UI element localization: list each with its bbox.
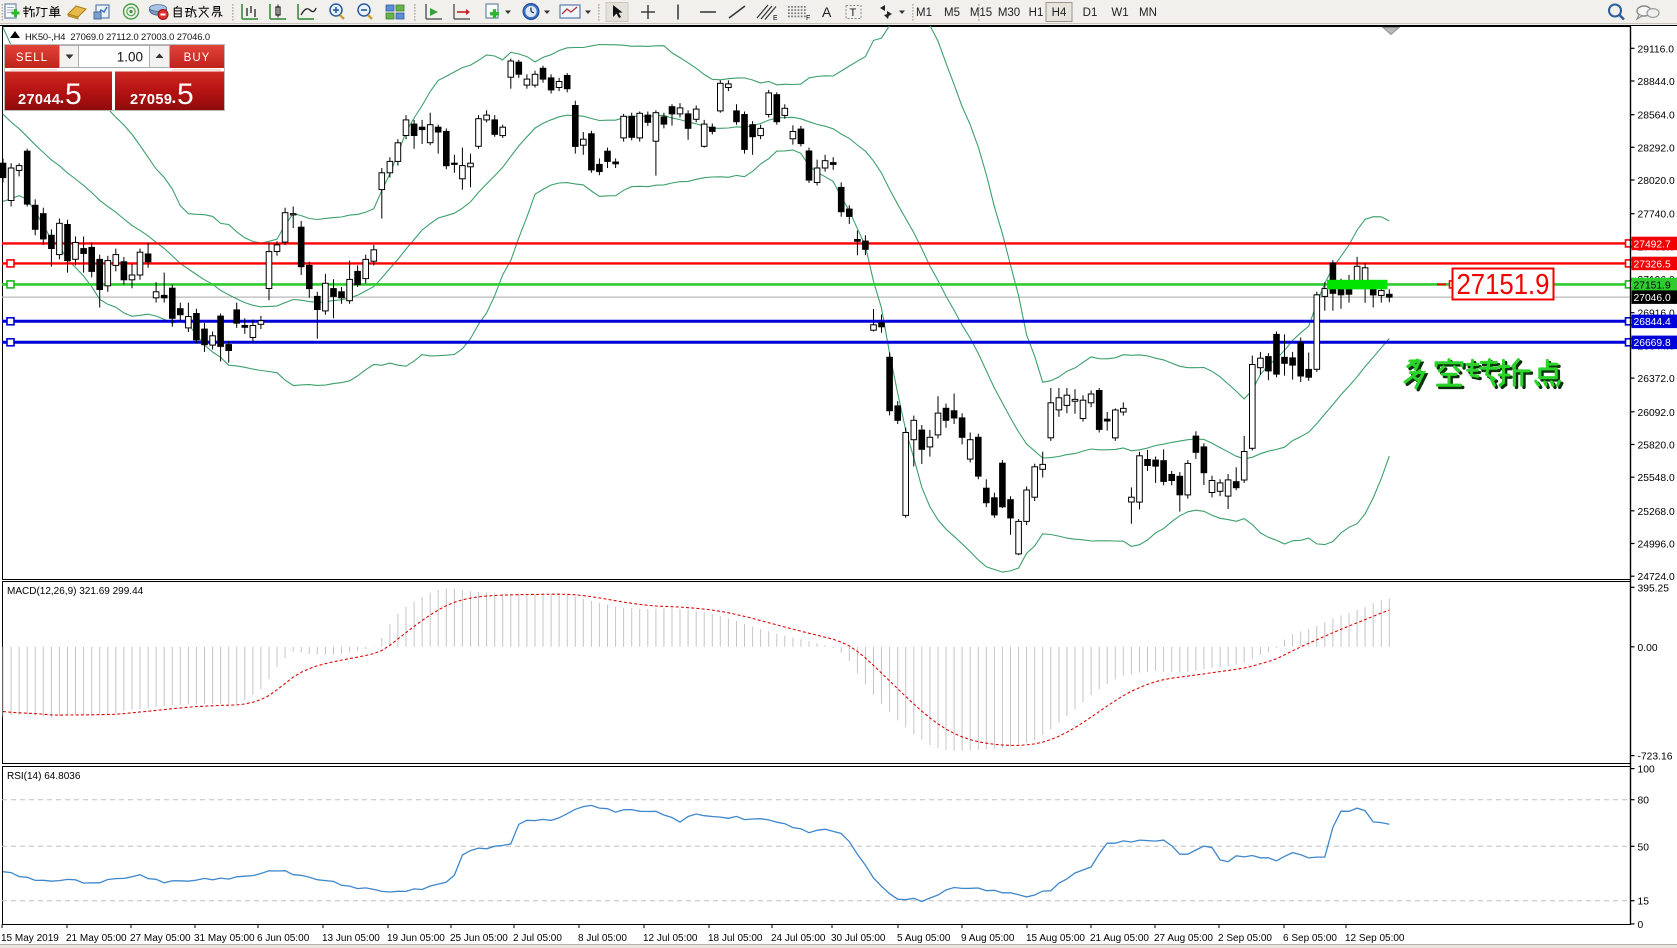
svg-text:28292.0: 28292.0 [1638,143,1675,154]
svg-text:5 Aug 05:00: 5 Aug 05:00 [897,933,951,944]
svg-text:395.25: 395.25 [1638,583,1670,594]
svg-text:28020.0: 28020.0 [1638,176,1675,187]
svg-text:15 Aug 05:00: 15 Aug 05:00 [1026,933,1085,944]
svg-text:27 Aug 05:00: 27 Aug 05:00 [1154,933,1213,944]
svg-text:27046.0: 27046.0 [1634,293,1671,304]
svg-text:25548.0: 25548.0 [1638,473,1675,484]
svg-text:HK50-,H4 27069.0 27112.0 2700: HK50-,H4 27069.0 27112.0 27003.0 27046.0 [25,31,210,42]
svg-text:SELL: SELL [16,52,48,64]
svg-text:H1: H1 [1029,7,1044,19]
svg-text:27151.9: 27151.9 [1634,280,1671,291]
svg-text:15 May 2019: 15 May 2019 [1,933,59,944]
svg-text:0.00: 0.00 [1638,643,1658,654]
svg-text:26669.8: 26669.8 [1634,338,1671,349]
svg-text:.: . [172,88,177,107]
svg-text:27326.5: 27326.5 [1634,259,1671,270]
svg-text:E: E [773,15,778,22]
svg-text:80: 80 [1638,796,1650,807]
svg-text:29116.0: 29116.0 [1638,44,1675,55]
svg-text:12 Jul 05:00: 12 Jul 05:00 [643,933,698,944]
svg-text:27059: 27059 [130,92,172,108]
svg-text:27492.7: 27492.7 [1634,239,1671,250]
svg-text:F: F [806,15,810,22]
svg-text:M30: M30 [998,7,1020,19]
svg-text:24996.0: 24996.0 [1638,540,1675,551]
svg-text:D1: D1 [1083,7,1098,19]
svg-text:26916.0: 26916.0 [1638,309,1675,320]
svg-text:24 Jul 05:00: 24 Jul 05:00 [771,933,826,944]
svg-text:MN: MN [1139,7,1157,19]
svg-text:27740.0: 27740.0 [1638,210,1675,221]
svg-text:100: 100 [1638,765,1655,776]
svg-text:1.00: 1.00 [117,50,143,65]
svg-text:15: 15 [1638,897,1650,908]
svg-text:2 Sep 05:00: 2 Sep 05:00 [1218,933,1272,944]
svg-text:25268.0: 25268.0 [1638,507,1675,518]
svg-text:BUY: BUY [184,52,211,64]
svg-text:28564.0: 28564.0 [1638,111,1675,122]
svg-text:50: 50 [1638,842,1650,853]
svg-text:12 Sep 05:00: 12 Sep 05:00 [1345,933,1405,944]
svg-text:RSI(14) 64.8036: RSI(14) 64.8036 [7,771,81,782]
svg-text:30 Jul 05:00: 30 Jul 05:00 [831,933,886,944]
svg-text:H4: H4 [1052,7,1067,19]
svg-text:26844.4: 26844.4 [1634,317,1671,328]
svg-text:-723.16: -723.16 [1638,752,1673,763]
svg-text:19 Jun 05:00: 19 Jun 05:00 [387,933,445,944]
svg-text:A: A [822,4,832,20]
svg-text:25 Jun 05:00: 25 Jun 05:00 [450,933,508,944]
svg-text:26372.0: 26372.0 [1638,374,1675,385]
svg-text:MACD(12,26,9) 321.69 299.44: MACD(12,26,9) 321.69 299.44 [7,586,144,597]
svg-text:27 May 05:00: 27 May 05:00 [130,933,191,944]
svg-text:2 Jul 05:00: 2 Jul 05:00 [513,933,562,944]
svg-text:21 Aug 05:00: 21 Aug 05:00 [1090,933,1149,944]
svg-text:M1: M1 [916,7,932,19]
svg-text:27044: 27044 [18,92,60,108]
svg-text:9 Aug 05:00: 9 Aug 05:00 [961,933,1015,944]
svg-text:T: T [850,7,857,19]
svg-text:28844.0: 28844.0 [1638,77,1675,88]
svg-text:6 Jun 05:00: 6 Jun 05:00 [257,933,310,944]
svg-text:.: . [60,88,65,107]
svg-text:31 May 05:00: 31 May 05:00 [194,933,255,944]
svg-text:6 Sep 05:00: 6 Sep 05:00 [1283,933,1337,944]
svg-text:5: 5 [65,78,82,111]
svg-text:18 Jul 05:00: 18 Jul 05:00 [708,933,763,944]
svg-text:13 Jun 05:00: 13 Jun 05:00 [322,933,380,944]
svg-text:0: 0 [1638,920,1644,931]
svg-text:5: 5 [177,78,194,111]
svg-text:25820.0: 25820.0 [1638,441,1675,452]
svg-text:W1: W1 [1111,7,1128,19]
svg-text:27151.9: 27151.9 [1457,269,1550,301]
svg-text:26092.0: 26092.0 [1638,408,1675,419]
svg-text:M5: M5 [944,7,960,19]
svg-text:M15: M15 [970,7,992,19]
svg-text:24724.0: 24724.0 [1638,572,1675,583]
svg-text:8 Jul 05:00: 8 Jul 05:00 [578,933,627,944]
svg-text:21 May 05:00: 21 May 05:00 [66,933,127,944]
